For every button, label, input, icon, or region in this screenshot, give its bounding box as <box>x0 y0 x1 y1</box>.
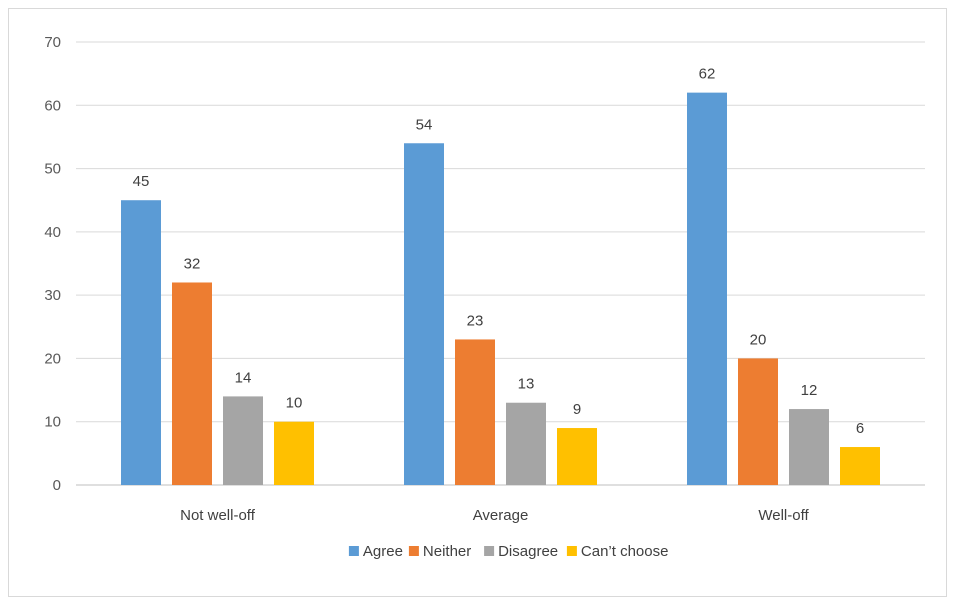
bar-agree <box>404 143 444 485</box>
legend-swatch <box>408 546 419 556</box>
data-labels: 45 32 14 10 54 23 13 9 62 20 12 6 <box>133 66 865 437</box>
data-label: 6 <box>856 420 864 437</box>
data-label: 9 <box>573 401 581 418</box>
data-label: 54 <box>416 116 433 133</box>
legend-label: Disagree <box>498 543 558 560</box>
bar-disagree <box>789 409 829 485</box>
legend-swatch <box>484 546 495 556</box>
x-tick-label: Not well-off <box>180 507 256 524</box>
legend-swatch <box>566 546 577 556</box>
data-label: 45 <box>133 173 150 190</box>
y-tick-label: 20 <box>44 350 61 367</box>
gridlines <box>76 41 925 486</box>
y-tick-label: 40 <box>44 224 61 241</box>
data-label: 14 <box>235 369 252 386</box>
bar-disagree <box>223 396 263 485</box>
legend-label: Neither <box>423 543 471 560</box>
chart-frame <box>8 8 947 597</box>
data-label: 12 <box>801 382 818 399</box>
bars <box>121 92 880 485</box>
bar-can-t-choose <box>557 428 597 485</box>
y-axis: 0 10 20 30 40 50 60 70 <box>44 34 61 494</box>
data-label: 13 <box>518 376 535 393</box>
legend-label: Can’t choose <box>581 543 669 560</box>
data-label: 23 <box>467 312 484 329</box>
bar-neither <box>172 282 212 485</box>
y-tick-label: 70 <box>44 34 61 51</box>
legend: Agree Neither Disagree Can’t choose <box>348 543 669 560</box>
bar-can-t-choose <box>840 447 880 485</box>
bar-neither <box>455 339 495 485</box>
bar-can-t-choose <box>274 421 314 485</box>
data-label: 32 <box>184 255 201 272</box>
data-label: 62 <box>699 66 716 83</box>
legend-swatch <box>348 546 359 556</box>
y-tick-label: 10 <box>44 414 61 431</box>
y-tick-label: 50 <box>44 161 61 178</box>
bar-disagree <box>506 402 546 485</box>
y-tick-label: 30 <box>44 287 61 304</box>
y-tick-label: 0 <box>53 477 61 494</box>
bar-agree <box>687 92 727 485</box>
legend-label: Agree <box>363 543 403 560</box>
data-label: 10 <box>286 395 303 412</box>
data-label: 20 <box>750 331 767 348</box>
x-axis: Not well-off Average Well-off <box>180 507 809 524</box>
x-tick-label: Average <box>473 507 529 524</box>
bar-neither <box>738 358 778 485</box>
bar-agree <box>121 200 161 485</box>
x-tick-label: Well-off <box>758 507 809 524</box>
y-tick-label: 60 <box>44 97 61 114</box>
